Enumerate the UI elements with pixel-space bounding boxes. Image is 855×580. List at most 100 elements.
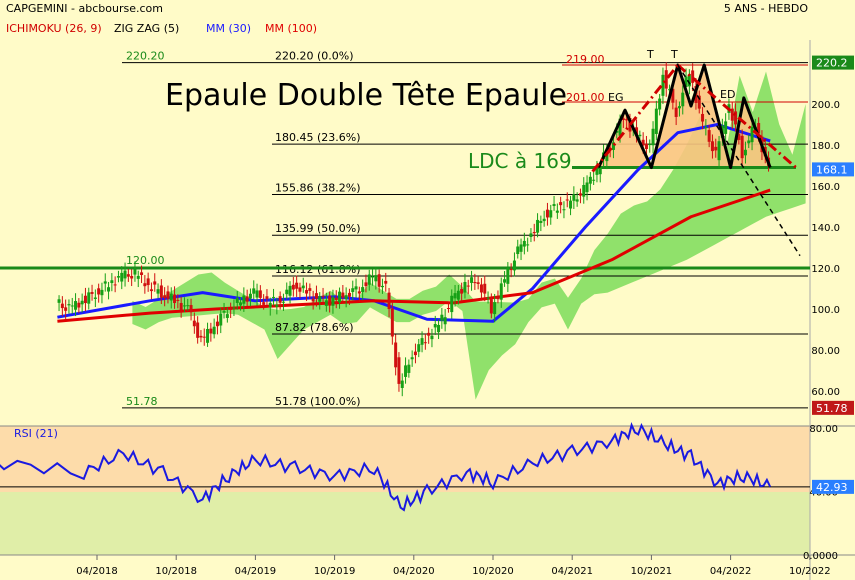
candle-body bbox=[496, 296, 500, 300]
candle-body bbox=[578, 193, 582, 196]
support-label-120: 120.00 bbox=[126, 254, 165, 267]
candle-body bbox=[100, 289, 104, 296]
candle-body bbox=[222, 311, 226, 313]
candle-body bbox=[186, 305, 190, 307]
y-tick-label: 180.0 bbox=[811, 141, 840, 152]
candle-body bbox=[212, 326, 216, 335]
candle-body bbox=[503, 279, 507, 283]
candle-body bbox=[677, 106, 681, 109]
candle-body bbox=[400, 380, 404, 388]
candle-body bbox=[433, 324, 437, 328]
level-label-219: 219.00 bbox=[566, 53, 605, 66]
candle-body bbox=[232, 307, 236, 309]
candle-body bbox=[179, 302, 183, 310]
candle-body bbox=[605, 151, 609, 162]
candle-body bbox=[595, 168, 599, 175]
candle-body bbox=[473, 282, 477, 284]
candle-body bbox=[539, 220, 543, 224]
fib-level-label: 87.82 (78.6%) bbox=[275, 321, 354, 334]
candle-body bbox=[387, 292, 391, 310]
candle-body bbox=[123, 270, 127, 279]
x-tick-label: 04/2021 bbox=[551, 566, 593, 577]
candle-body bbox=[301, 285, 305, 289]
candle-body bbox=[380, 285, 384, 288]
candle-body bbox=[169, 293, 173, 301]
period-label: 5 ANS - HEBDO bbox=[724, 2, 808, 15]
candle-body bbox=[268, 302, 272, 308]
price-badge-label: 168.1 bbox=[816, 163, 848, 176]
candle-body bbox=[361, 287, 365, 293]
candle-body bbox=[430, 335, 434, 340]
candle-body bbox=[470, 277, 474, 283]
candle-body bbox=[285, 289, 289, 295]
candle-body bbox=[407, 364, 411, 373]
candle-body bbox=[126, 274, 130, 277]
level-label-201: 201.00 bbox=[566, 91, 605, 104]
candle-body bbox=[618, 118, 622, 136]
candle-body bbox=[321, 295, 325, 297]
candle-body bbox=[120, 272, 124, 282]
candle-body bbox=[479, 284, 483, 293]
candle-body bbox=[562, 209, 566, 211]
candle-body bbox=[305, 290, 309, 294]
candle-body bbox=[288, 285, 292, 296]
candle-body bbox=[516, 246, 520, 255]
candle-body bbox=[262, 302, 266, 305]
candle-body bbox=[730, 108, 734, 121]
candle-body bbox=[743, 149, 747, 156]
candle-body bbox=[60, 303, 64, 309]
candle-body bbox=[182, 305, 186, 307]
candle-body bbox=[681, 92, 685, 107]
candle-body bbox=[611, 142, 615, 150]
candle-body bbox=[357, 291, 361, 294]
candle-body bbox=[757, 123, 761, 134]
candle-body bbox=[163, 295, 167, 299]
candle-body bbox=[707, 130, 711, 142]
candle-body bbox=[235, 297, 239, 303]
fib-level-label: 135.99 (50.0%) bbox=[275, 222, 361, 235]
candle-body bbox=[460, 289, 464, 294]
candle-body bbox=[377, 274, 381, 287]
candle-body bbox=[668, 89, 672, 91]
candle-body bbox=[569, 200, 573, 209]
candle-body bbox=[136, 275, 140, 279]
candle-body bbox=[453, 293, 457, 299]
label-t1: T bbox=[646, 48, 654, 61]
candle-body bbox=[644, 143, 648, 150]
candle-body bbox=[255, 290, 259, 298]
candle-body bbox=[440, 314, 444, 321]
candle-body bbox=[476, 282, 480, 284]
legend-zigzag: ZIG ZAG (5) bbox=[114, 22, 179, 35]
trendline-right bbox=[676, 63, 797, 169]
candle-body bbox=[463, 281, 467, 293]
candle-body bbox=[559, 202, 563, 206]
candle-body bbox=[413, 351, 417, 356]
candle-body bbox=[64, 307, 68, 311]
candle-body bbox=[338, 291, 342, 303]
x-tick-label: 04/2020 bbox=[393, 566, 435, 577]
candle-body bbox=[189, 305, 193, 313]
candle-body bbox=[519, 244, 523, 252]
candle-body bbox=[697, 95, 701, 109]
candle-body bbox=[417, 344, 421, 352]
candle-body bbox=[90, 292, 94, 294]
candle-body bbox=[311, 298, 315, 302]
rsi-line bbox=[0, 422, 772, 512]
fib-start-label: 220.20 bbox=[126, 50, 165, 63]
candle-body bbox=[598, 167, 602, 175]
y-tick-label: 100.0 bbox=[811, 305, 840, 316]
candle-body bbox=[684, 76, 688, 88]
x-tick-label: 10/2020 bbox=[472, 566, 514, 577]
candle-body bbox=[750, 126, 754, 143]
label-eg: EG bbox=[608, 91, 623, 104]
moving-average-100 bbox=[57, 188, 771, 323]
candle-body bbox=[367, 274, 371, 285]
candle-body bbox=[394, 342, 398, 368]
candle-body bbox=[625, 119, 629, 121]
candle-body bbox=[648, 144, 652, 146]
fib-level-label: 155.86 (38.2%) bbox=[275, 181, 361, 194]
candle-body bbox=[486, 297, 490, 299]
candle-body bbox=[545, 209, 549, 218]
candle-body bbox=[621, 118, 625, 120]
y-tick-label: 60.00 bbox=[811, 387, 840, 398]
